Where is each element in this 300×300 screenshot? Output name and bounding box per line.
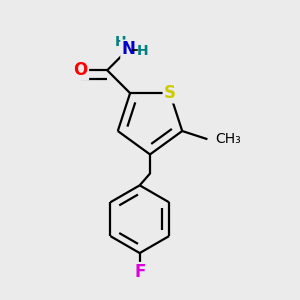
- Text: H: H: [115, 35, 127, 49]
- Text: O: O: [74, 61, 88, 79]
- Text: N: N: [121, 40, 135, 58]
- Text: S: S: [164, 84, 176, 102]
- Text: H: H: [136, 44, 148, 58]
- Text: F: F: [134, 263, 146, 281]
- Text: CH₃: CH₃: [215, 132, 241, 146]
